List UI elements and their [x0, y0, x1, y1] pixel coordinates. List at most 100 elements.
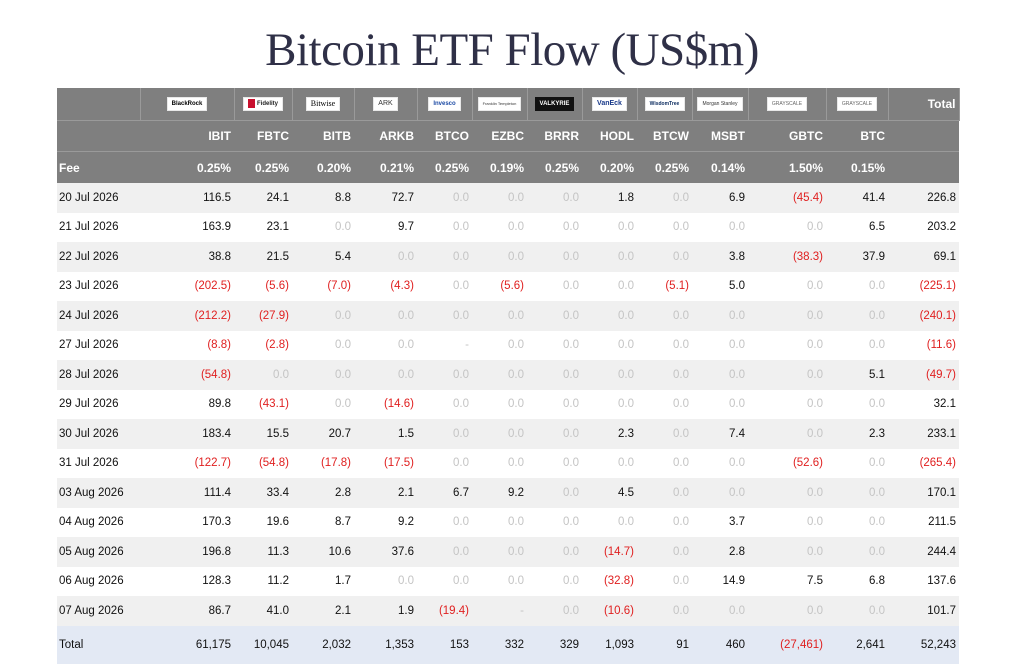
valkyrie-logo: VALKYRIE [534, 97, 575, 111]
flow-cell-gbtc: 0.0 [748, 478, 826, 508]
flow-cell-ezbc: 0.0 [472, 183, 527, 213]
row-date: 07 Aug 2026 [57, 596, 140, 626]
row-total: 244.4 [888, 537, 959, 567]
flow-cell-ibit: 38.8 [140, 242, 234, 272]
flow-cell-msbt: 0.0 [729, 221, 745, 234]
flow-cell-ibit: 196.8 [140, 537, 234, 567]
flow-cell-btcw: 0.0 [673, 221, 689, 234]
flow-cell-gbtc: 0.0 [807, 398, 823, 411]
flow-cell-ezbc: 0.0 [508, 575, 524, 588]
flow-cell-arkb: 9.7 [398, 221, 414, 234]
flow-cell-btco: 0.0 [417, 242, 472, 272]
total-cell-gbtc: (27,461) [748, 625, 826, 664]
flow-cell-arkb: 0.0 [354, 242, 417, 272]
flow-cell-arkb: 72.7 [354, 183, 417, 213]
flow-cell-hodl: (32.8) [603, 575, 634, 588]
flow-cell-btco: 0.0 [453, 575, 469, 588]
row-date: 22 Jul 2026 [57, 242, 140, 272]
flow-cell-msbt: 5.0 [729, 280, 745, 293]
flow-cell-arkb: 0.0 [398, 575, 414, 588]
flow-cell-hodl: (14.7) [582, 537, 637, 567]
flow-cell-hodl: 0.0 [582, 301, 637, 331]
flow-cell-fbtc: 24.1 [234, 183, 292, 213]
ticker-ezbc: EZBC [472, 120, 527, 152]
flow-cell-fbtc: 33.4 [234, 478, 292, 508]
table-row: 05 Aug 2026 196.8 11.3 10.6 37.6 0.0 0.0 0.0 (14… [57, 537, 959, 567]
row-total: 69.1 [888, 242, 959, 272]
flow-cell-ibit: 163.9 [202, 221, 231, 234]
row-total: 233.1 [888, 419, 959, 449]
row-date: 28 Jul 2026 [57, 360, 140, 390]
flow-cell-gbtc: 0.0 [807, 516, 823, 529]
flow-cell-arkb: (14.6) [383, 398, 414, 411]
flow-cell-fbtc: 21.5 [234, 242, 292, 272]
flow-cell-bitb: 0.0 [335, 221, 351, 234]
row-date: 31 Jul 2026 [59, 457, 119, 470]
flow-cell-ezbc: - [472, 596, 527, 626]
flow-cell-brrr: 0.0 [527, 478, 582, 508]
franklin-templeton-logo: Franklin Templeton [477, 97, 522, 111]
fidelity-mark-icon [247, 98, 255, 108]
flow-cell-msbt: 0.0 [692, 478, 748, 508]
flow-cell-arkb: (4.3) [390, 280, 414, 293]
total-cell-btcw: 91 [637, 625, 692, 664]
flow-cell-btcw: 0.0 [637, 419, 692, 449]
flow-cell-hodl: 0.0 [618, 457, 634, 470]
flow-cell-fbtc: (43.1) [258, 398, 289, 411]
flow-cell-btco: 0.0 [417, 419, 472, 449]
flow-cell-msbt: 14.9 [722, 575, 745, 588]
flow-cell-hodl: 0.0 [618, 516, 634, 529]
table-row: 06 Aug 2026 128.3 11.2 1.7 0.0 0.0 0.0 0.0 (32.8… [57, 567, 959, 597]
flow-cell-fbtc: (2.8) [265, 339, 289, 352]
ticker-empty-cell [57, 120, 140, 152]
flow-cell-btc: 0.0 [826, 301, 888, 331]
etf-flow-table: BlackRock Fidelity Bitwise ARK Invesco F… [57, 88, 960, 664]
total-cell-arkb: 1,353 [354, 625, 417, 664]
total-cell-hodl: 1,093 [582, 625, 637, 664]
flow-cell-bitb: 0.0 [335, 398, 351, 411]
flow-cell-btcw: (5.1) [665, 280, 689, 293]
flow-cell-msbt: 0.0 [692, 596, 748, 626]
ark-logo: ARK [373, 97, 398, 111]
flow-cell-btcw: 0.0 [673, 575, 689, 588]
flow-cell-hodl: 0.0 [618, 339, 634, 352]
flow-cell-btco: 0.0 [417, 301, 472, 331]
flow-cell-brrr: 0.0 [563, 221, 579, 234]
flow-cell-hodl: 2.3 [582, 419, 637, 449]
row-date: 27 Jul 2026 [59, 339, 119, 352]
flow-cell-brrr: 0.0 [563, 516, 579, 529]
fee-row: Fee 0.25% 0.25% 0.20% 0.21% 0.25% 0.19% … [57, 151, 959, 183]
row-total: 203.2 [927, 221, 956, 234]
flow-cell-arkb: 2.1 [354, 478, 417, 508]
ticker-btcw: BTCW [637, 120, 692, 152]
flow-cell-brrr: 0.0 [527, 242, 582, 272]
flow-cell-bitb: 20.7 [292, 419, 354, 449]
grayscale-mini-logo: GRAYSCALE [836, 97, 878, 111]
flow-cell-fbtc: 19.6 [266, 516, 289, 529]
flow-cell-msbt: 0.0 [729, 457, 745, 470]
table-row: 03 Aug 2026 111.4 33.4 2.8 2.1 6.7 9.2 0.0 4.5 0.… [57, 478, 959, 508]
flow-cell-ibit: (122.7) [194, 457, 231, 470]
flow-cell-brrr: 0.0 [527, 301, 582, 331]
flow-cell-fbtc: 11.2 [267, 575, 289, 588]
flow-cell-btco: 0.0 [417, 183, 472, 213]
table-row: 04 Aug 2026 170.3 19.6 8.7 9.2 0.0 0.0 0.0 0.0 0.… [57, 508, 959, 538]
flow-cell-hodl: 0.0 [618, 221, 634, 234]
flow-cell-msbt: 2.8 [692, 537, 748, 567]
flow-cell-fbtc: (5.6) [265, 280, 289, 293]
blackrock-logo: BlackRock [166, 97, 208, 111]
flow-cell-ibit: 111.4 [140, 478, 234, 508]
fidelity-logo: Fidelity [242, 97, 283, 111]
flow-cell-arkb: 0.0 [398, 339, 414, 352]
flow-cell-hodl: 1.8 [582, 183, 637, 213]
flow-cell-brrr: 0.0 [527, 360, 582, 390]
total-cell-ibit: 61,175 [140, 625, 234, 664]
row-date: 20 Jul 2026 [57, 183, 140, 213]
flow-cell-gbtc: 0.0 [748, 596, 826, 626]
row-total: 170.1 [888, 478, 959, 508]
flow-cell-gbtc: 0.0 [807, 280, 823, 293]
flow-cell-gbtc: 0.0 [748, 419, 826, 449]
total-cell-fbtc: 10,045 [234, 625, 292, 664]
flow-cell-brrr: 0.0 [563, 575, 579, 588]
row-date: 04 Aug 2026 [59, 516, 124, 529]
